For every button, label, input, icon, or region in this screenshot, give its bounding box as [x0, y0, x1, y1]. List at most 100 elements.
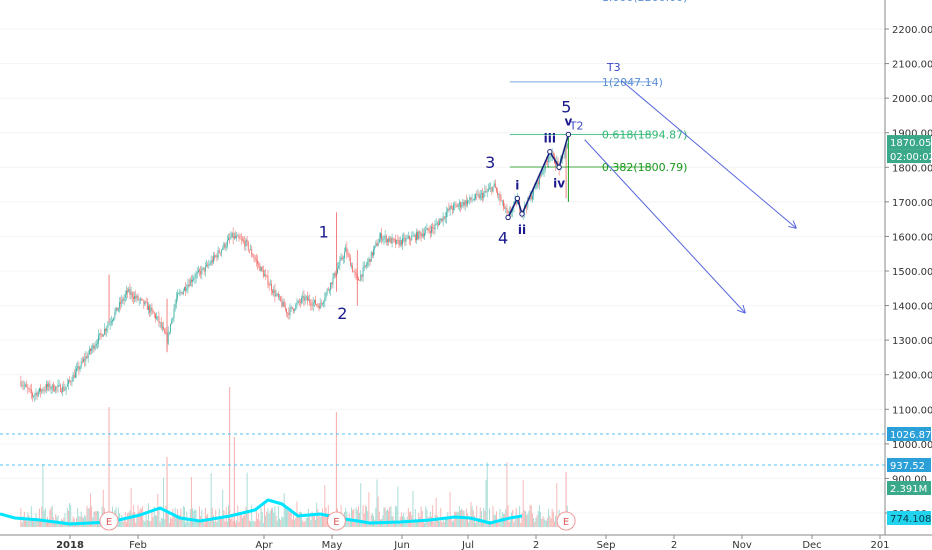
volume-bar [154, 515, 156, 527]
candle-body [260, 266, 262, 271]
volume-bar [390, 506, 392, 527]
candle-body [537, 180, 539, 185]
candle-body [146, 302, 148, 310]
candle-body [196, 272, 198, 274]
volume-bar [91, 506, 93, 527]
candle-body [283, 301, 285, 308]
candle-body [73, 374, 75, 378]
axis-bg [885, 0, 932, 535]
volume-bar [174, 507, 176, 527]
candle-body [268, 285, 270, 286]
volume-bar [543, 518, 545, 527]
candle-body [152, 310, 154, 314]
volume-bar [28, 515, 30, 527]
volume-bar [199, 506, 200, 527]
candle-body [170, 324, 171, 333]
volume-bar [313, 512, 315, 527]
volume-bar [376, 479, 378, 527]
candle-body [119, 302, 120, 308]
volume-bar [424, 522, 426, 527]
candle-body [29, 388, 31, 390]
volume-bar [288, 508, 290, 527]
level-badge-bg [887, 458, 931, 472]
volume-bar [469, 518, 471, 527]
volume-bar [50, 507, 52, 527]
x-tick-label: Nov [732, 540, 752, 550]
price-axis[interactable]: 800.00900.001000.001100.001200.001300.00… [884, 0, 932, 535]
candle-body [490, 187, 492, 188]
volume-bar [441, 521, 443, 527]
volume-bar [262, 522, 264, 527]
candle-body [85, 356, 87, 361]
candle-body [530, 195, 532, 200]
volume-bar [156, 515, 158, 527]
volume-bar [66, 507, 68, 527]
candle-body [164, 329, 166, 334]
candle-body [225, 245, 227, 248]
volume-bar [414, 508, 416, 527]
candle-body [175, 297, 177, 304]
volume-bar [555, 515, 557, 527]
candle-body [66, 384, 68, 387]
volume-bar [514, 519, 516, 527]
candle-body [326, 289, 328, 294]
volume-bar [480, 511, 482, 527]
candle-body [423, 233, 424, 237]
x-tick-label: Jun [393, 540, 410, 550]
candle-body [62, 386, 64, 393]
candle-body [159, 322, 161, 323]
candle-body [536, 180, 538, 188]
fib-label: 1.000(2200.00) [602, 0, 688, 4]
volume-bar [229, 387, 231, 527]
candle-body [313, 299, 315, 303]
volume-bar [479, 507, 481, 527]
volume-bar [444, 516, 446, 527]
volume-bar [325, 507, 327, 527]
volume-bar [121, 514, 123, 527]
candle-body [54, 390, 55, 392]
y-tick-label: 900.00 [892, 474, 927, 485]
candle-body [163, 326, 164, 330]
candle-body [247, 242, 249, 250]
volume-bar [547, 517, 548, 527]
volume-bar [164, 519, 166, 527]
volume-bar [159, 521, 161, 527]
candle-body [232, 232, 234, 239]
time-axis[interactable]: 2018 Feb Apr May Jun Jul 2 Sep 2 Nov Dec 201 [0, 534, 932, 550]
volume-bar [447, 512, 449, 527]
volume-bar [261, 511, 263, 527]
candle-body [348, 254, 350, 258]
candle-body [342, 258, 344, 259]
earnings-marker[interactable] [99, 511, 119, 531]
candle-body [388, 239, 389, 242]
volume-bar [255, 510, 257, 527]
volume-bar [353, 508, 355, 527]
volume-bar [93, 512, 95, 527]
candle-body [151, 307, 153, 311]
volume-bar [438, 518, 439, 527]
candle-body [127, 290, 128, 293]
y-tick-label: 1100.00 [892, 405, 932, 416]
volume-bar [78, 516, 80, 527]
candle-body [259, 264, 261, 271]
candle-body [199, 270, 200, 272]
earnings-marker[interactable] [556, 511, 576, 531]
volume-bar [511, 512, 513, 527]
candle-body [264, 274, 265, 277]
earnings-marker[interactable] [326, 511, 346, 531]
candle-body [365, 265, 366, 267]
volume-bar [170, 517, 171, 527]
candle-body [98, 335, 99, 344]
candle-body [252, 254, 254, 257]
wave-point [514, 195, 521, 202]
candle-body [153, 313, 155, 315]
volume-bar [26, 520, 28, 527]
candle-body [420, 233, 422, 237]
x-tick-label: May [322, 540, 343, 550]
candle-body [443, 216, 445, 218]
candle-body [293, 308, 294, 311]
candle-body [417, 232, 418, 239]
candle-body [381, 233, 383, 241]
